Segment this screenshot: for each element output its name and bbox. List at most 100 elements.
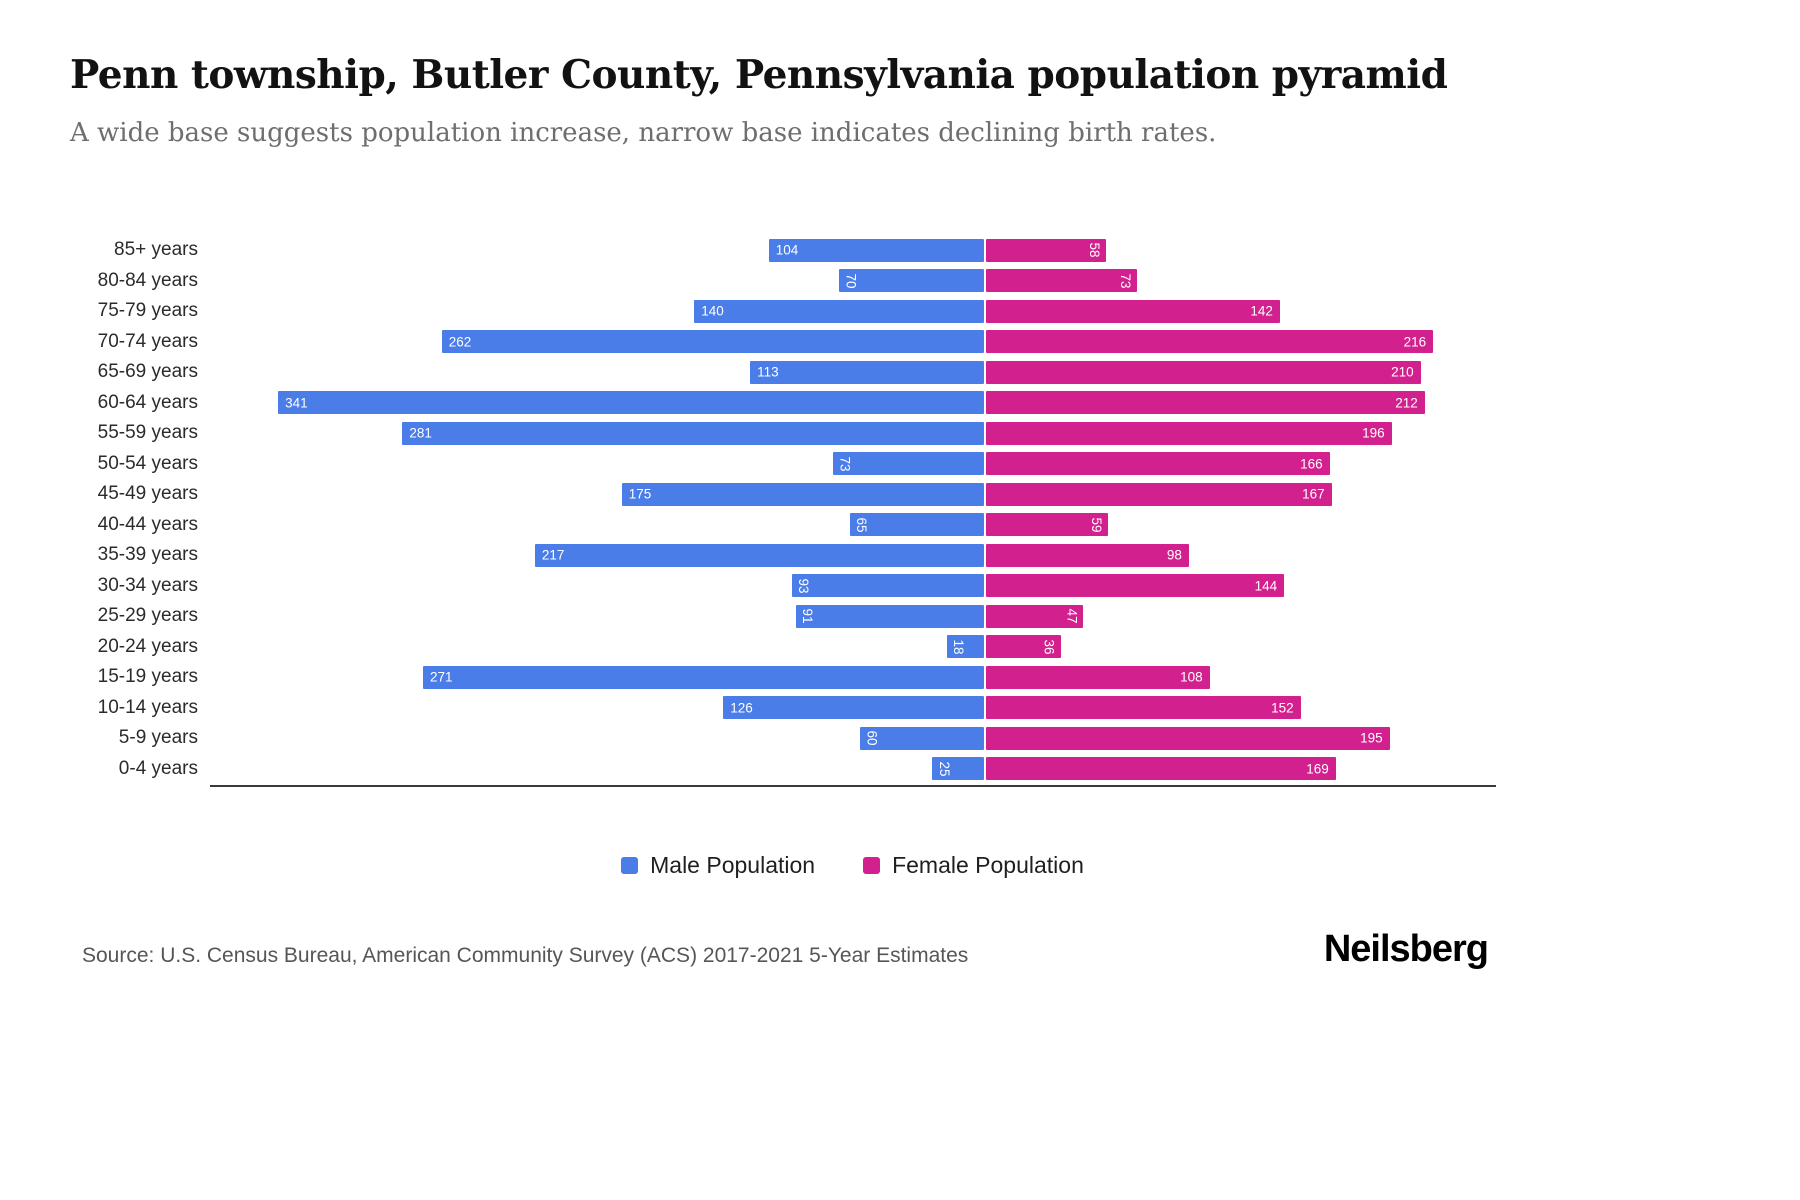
male-bar: 91 [795,604,984,628]
female-bar-value: 166 [1300,455,1323,471]
male-bar-value: 25 [936,760,952,777]
y-axis-label: 15-19 years [97,666,198,688]
chart-row: 50-54 years 73 166 [0,449,1800,480]
row-plot: 60 195 [210,723,1495,754]
chart-row: 15-19 years 271 108 [0,662,1800,693]
female-bar-value: 108 [1180,669,1203,685]
male-bar: 126 [723,696,984,719]
chart-row: 30-34 years 93 144 [0,571,1800,602]
row-plot: 281 196 [210,418,1495,449]
female-bar: 167 [986,482,1332,506]
female-bar-value: 216 [1403,333,1427,349]
female-bar: 47 [986,604,1084,628]
female-bar: 212 [986,391,1425,414]
chart-title: Penn township, Butler County, Pennsylvan… [70,52,1448,98]
male-bar-value: 140 [701,303,724,319]
male-bar: 271 [423,665,984,689]
y-axis-label: 35-39 years [97,544,198,566]
male-bar-value: 93 [796,577,811,594]
female-bar-value: 47 [1064,608,1080,624]
female-bar-value: 152 [1271,699,1294,715]
y-axis-label: 80-84 years [97,269,198,291]
source-attribution: Source: U.S. Census Bureau, American Com… [82,944,969,967]
row-plot: 65 59 [210,510,1495,541]
female-bar: 216 [986,330,1434,353]
female-bar: 210 [986,360,1421,384]
y-axis-label: 10-14 years [97,696,198,718]
y-axis-label: 40-44 years [97,513,198,535]
chart-row: 75-79 years 140 142 [0,296,1800,327]
female-bar: 58 [986,238,1107,262]
male-bar-value: 104 [775,242,799,258]
y-axis-label: 20-24 years [97,635,198,657]
male-bar: 175 [621,482,984,506]
male-bar-value: 271 [430,669,453,685]
y-axis-label: 30-34 years [97,574,198,596]
male-bar-value: 126 [730,699,753,715]
male-bar-value: 217 [541,547,565,563]
chart-row: 80-84 years 70 73 [0,266,1800,297]
chart-row: 55-59 years 281 196 [0,418,1800,449]
male-bar-value: 73 [837,455,853,472]
y-axis-label: 45-49 years [97,483,198,505]
male-bar-value: 70 [843,272,859,289]
row-plot: 126 152 [210,693,1495,724]
male-bar-value: 91 [800,608,816,624]
chart-row: 70-74 years 262 216 [0,327,1800,358]
chart-subtitle: A wide base suggests population increase… [70,118,1217,148]
male-bar-value: 281 [409,425,432,441]
chart-row: 65-69 years 113 210 [0,357,1800,388]
female-bar-value: 59 [1089,516,1105,533]
female-bar-value: 36 [1041,638,1057,655]
row-plot: 217 98 [210,540,1495,571]
chart-row: 45-49 years 175 167 [0,479,1800,510]
male-bar-value: 175 [628,486,652,502]
male-legend-swatch-icon [621,857,639,874]
chart-row: 35-39 years 217 98 [0,540,1800,571]
female-legend-swatch-icon [863,857,881,874]
female-bar: 98 [986,543,1189,567]
female-bar-value: 195 [1360,730,1383,746]
male-bar-value: 262 [448,333,472,349]
chart-row: 25-29 years 91 47 [0,601,1800,632]
female-bar-value: 212 [1395,394,1418,410]
chart-row: 5-9 years 60 195 [0,723,1800,754]
chart-legend: Male Population Female Population [210,852,1495,879]
x-axis-line [210,785,1496,787]
male-bar: 113 [750,360,984,384]
female-bar-value: 58 [1087,242,1103,258]
female-bar: 108 [986,665,1210,689]
male-bar: 217 [534,543,984,567]
male-bar: 18 [946,635,984,658]
y-axis-label: 55-59 years [97,422,198,444]
row-plot: 91 47 [210,601,1495,632]
male-bar: 140 [694,299,984,323]
female-bar: 152 [986,696,1301,719]
female-bar-value: 142 [1250,303,1273,319]
male-bar: 104 [768,238,984,262]
female-bar-value: 98 [1166,547,1182,563]
chart-row: 40-44 years 65 59 [0,510,1800,541]
legend-item-female: Female Population [863,852,1084,879]
male-bar: 70 [839,269,984,292]
y-axis-label: 85+ years [114,239,198,261]
row-plot: 18 36 [210,632,1495,663]
male-bar: 281 [402,421,984,445]
male-bar: 60 [859,726,984,750]
female-bar: 142 [986,299,1280,323]
y-axis-label: 5-9 years [118,727,198,749]
female-bar: 169 [986,757,1336,780]
male-bar-value: 65 [854,516,869,533]
male-bar-value: 113 [757,364,779,380]
female-bar-value: 73 [1118,272,1134,289]
chart-row: 60-64 years 341 212 [0,388,1800,419]
female-legend-label: Female Population [892,852,1084,878]
row-plot: 262 216 [210,327,1495,358]
female-bar: 36 [986,635,1061,658]
male-bar-value: 341 [285,394,308,410]
row-plot: 113 210 [210,357,1495,388]
male-legend-label: Male Population [650,852,816,878]
female-bar-value: 144 [1254,577,1278,593]
y-axis-label: 25-29 years [97,605,198,627]
